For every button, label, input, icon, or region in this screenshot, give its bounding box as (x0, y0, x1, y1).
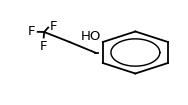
Text: HO: HO (81, 30, 101, 43)
Text: F: F (28, 25, 36, 38)
Text: F: F (50, 20, 57, 33)
Text: F: F (39, 39, 47, 52)
